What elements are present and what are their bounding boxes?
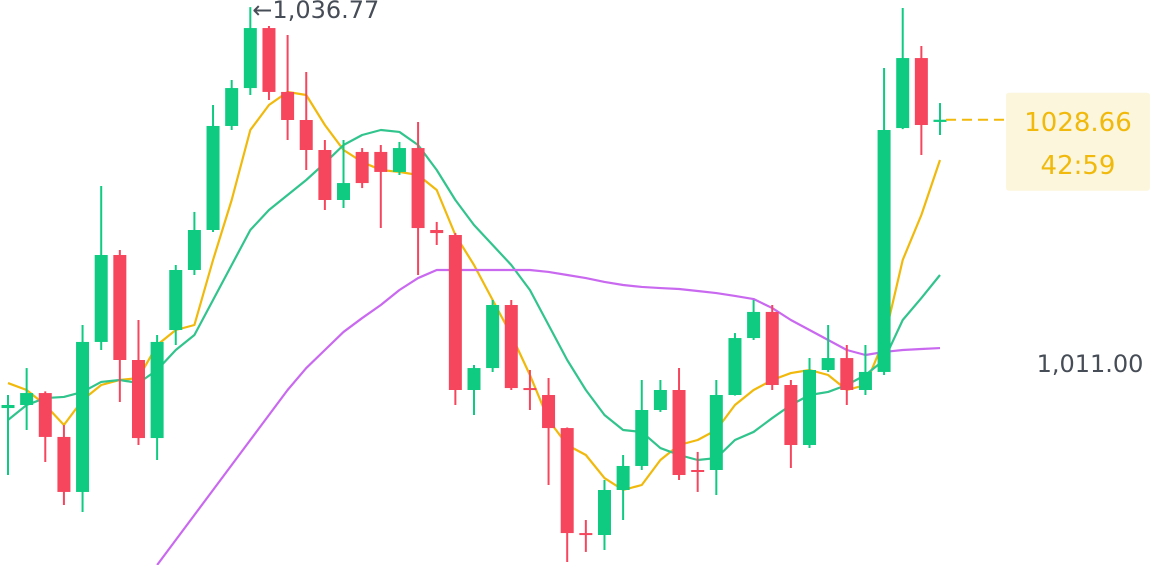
candle-body	[76, 341, 90, 492]
candle-body	[355, 151, 369, 184]
countdown-label: 42:59	[1041, 151, 1116, 181]
candle-body	[392, 148, 406, 172]
moving-average-line	[7, 90, 942, 492]
candle-body	[94, 255, 108, 342]
last-price-label: 1028.66	[1024, 108, 1132, 138]
candle-body	[150, 341, 164, 439]
candle-body	[579, 533, 593, 536]
candle-body	[486, 305, 500, 369]
price-tick-label: 1,011.00	[1037, 350, 1144, 378]
moving-averages	[7, 90, 942, 565]
candles	[1, 7, 947, 562]
candle-body	[597, 490, 611, 535]
candle-body	[914, 58, 928, 125]
candle-body	[448, 235, 462, 390]
moving-average-line	[156, 268, 941, 565]
candle-body	[299, 120, 313, 150]
candle-body	[337, 183, 351, 200]
candle-body	[262, 28, 276, 92]
candle-body	[803, 370, 817, 445]
candle-body	[38, 393, 52, 437]
candle-body	[691, 470, 705, 472]
candle-body	[1, 405, 15, 409]
candle-body	[57, 436, 71, 492]
candle-body	[672, 390, 686, 475]
candle-body	[281, 91, 295, 120]
candle-body	[933, 119, 947, 122]
candle-body	[187, 230, 201, 270]
candle-body	[206, 125, 220, 230]
candle-body	[467, 368, 481, 390]
high-annotation: ←1,036.77	[252, 0, 379, 24]
candle-body	[858, 371, 872, 390]
candle-body	[896, 58, 910, 129]
candle-body	[728, 338, 742, 395]
candle-body	[765, 311, 779, 385]
candle-body	[616, 465, 630, 490]
candle-body	[243, 28, 257, 89]
labels: 1,011.00 ←1,036.77 1028.66 42:59	[252, 0, 1150, 378]
candle-body	[318, 150, 332, 200]
candle-body	[411, 148, 425, 229]
candle-body	[113, 255, 127, 360]
candle-body	[653, 390, 667, 410]
candle-body	[635, 410, 649, 466]
candle-body	[225, 88, 239, 126]
candle-body	[821, 358, 835, 370]
candle-body	[784, 385, 798, 445]
candle-body	[709, 395, 723, 470]
candle-body	[374, 151, 388, 172]
candle-body	[430, 230, 444, 234]
last-price-box	[1006, 92, 1150, 191]
candle-body	[542, 395, 556, 429]
candle-body	[877, 130, 891, 372]
candle-body	[840, 358, 854, 390]
candle-body	[523, 388, 537, 391]
candle-body	[131, 360, 145, 439]
candle-body	[560, 428, 574, 534]
candle-body	[20, 393, 34, 405]
candle-body	[169, 270, 183, 330]
candle-body	[504, 305, 518, 389]
candle-body	[747, 311, 761, 339]
